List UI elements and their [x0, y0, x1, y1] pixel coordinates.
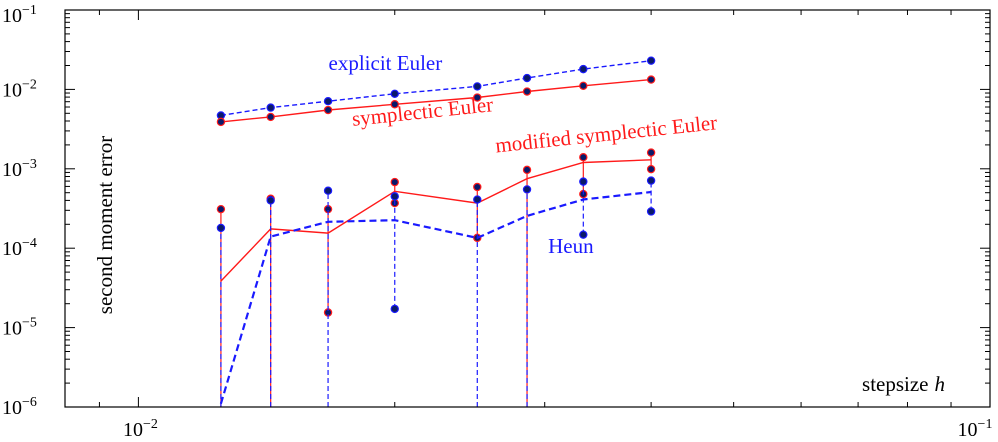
- series-line: [220, 159, 652, 282]
- y-tick-label: 10−3: [2, 157, 37, 181]
- data-point: [473, 82, 482, 91]
- data-point: [473, 195, 482, 204]
- data-point: [522, 87, 532, 96]
- data-point: [646, 176, 656, 185]
- data-point: [323, 186, 333, 195]
- y-tick-label: 10−5: [2, 316, 37, 340]
- series-layer: [216, 56, 656, 407]
- data-point: [266, 112, 275, 122]
- data-point: [579, 64, 588, 74]
- data-point: [646, 148, 656, 157]
- data-point: [216, 117, 226, 127]
- data-point: [646, 164, 656, 174]
- data-point: [579, 81, 588, 91]
- series-label: Heun: [548, 234, 594, 258]
- data-point: [390, 192, 399, 201]
- data-point: [579, 230, 588, 239]
- x-axis-title: stepsize h: [862, 372, 945, 396]
- series-3: [216, 176, 656, 407]
- data-point: [390, 89, 399, 99]
- data-point: [390, 177, 399, 187]
- data-point: [266, 196, 275, 205]
- data-point: [216, 204, 226, 214]
- data-point: [473, 93, 482, 102]
- data-point: [522, 165, 532, 175]
- data-point: [646, 56, 656, 65]
- data-point: [323, 97, 333, 106]
- data-point: [390, 304, 399, 314]
- tick-labels: 10−6 10−5 10−4 10−3 10−2 10−1 10−2 10−1: [2, 3, 992, 441]
- y-tick-label: 10−6: [2, 395, 37, 419]
- data-point: [390, 100, 399, 109]
- axis-ticks: [65, 9, 990, 408]
- data-point: [323, 105, 333, 115]
- y-tick-label: 10−2: [2, 77, 37, 101]
- series-line: [219, 190, 652, 405]
- series-line: [220, 78, 652, 123]
- data-point: [579, 177, 588, 186]
- data-point: [522, 185, 532, 194]
- y-axis-title: second moment error: [93, 136, 117, 314]
- data-point: [646, 207, 656, 216]
- x-tick-label: 10−2: [123, 417, 158, 441]
- data-point: [646, 75, 656, 84]
- series-line: [220, 60, 652, 117]
- series-1: [216, 75, 656, 127]
- series-0: [216, 56, 656, 120]
- x-axis-title-text: stepsize: [862, 372, 928, 396]
- x-axis-title-symbol: h: [935, 372, 946, 396]
- plot-frame: [64, 9, 991, 408]
- data-point: [266, 103, 275, 112]
- data-point: [522, 73, 532, 83]
- x-tick-label: 10−1: [958, 417, 993, 441]
- data-point: [473, 182, 482, 192]
- data-point: [216, 223, 226, 233]
- y-tick-label: 10−4: [2, 236, 37, 260]
- data-point: [579, 152, 588, 162]
- y-tick-label: 10−1: [2, 3, 37, 27]
- series-label: explicit Euler: [329, 51, 443, 75]
